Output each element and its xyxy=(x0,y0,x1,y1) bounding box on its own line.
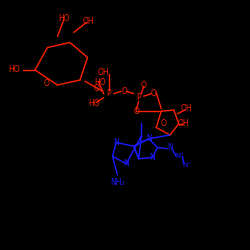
Text: NH₂: NH₂ xyxy=(110,178,125,187)
Text: OH: OH xyxy=(98,68,110,77)
Text: HO: HO xyxy=(94,78,106,87)
Text: OH: OH xyxy=(178,119,190,128)
Text: HO: HO xyxy=(8,66,20,74)
Text: O: O xyxy=(141,80,147,90)
Text: P: P xyxy=(106,89,111,98)
Text: N: N xyxy=(146,134,152,143)
Text: N: N xyxy=(114,138,119,147)
Text: N⁺: N⁺ xyxy=(176,153,184,159)
Text: P: P xyxy=(136,93,141,102)
Text: N: N xyxy=(124,159,129,168)
Text: N: N xyxy=(167,143,173,152)
Text: HO: HO xyxy=(58,14,70,23)
Text: O: O xyxy=(122,87,128,96)
Text: O: O xyxy=(133,107,139,116)
Text: N⁻: N⁻ xyxy=(182,162,192,168)
Text: O: O xyxy=(161,119,167,128)
Text: HO: HO xyxy=(88,99,100,108)
Text: O: O xyxy=(43,79,49,88)
Text: OH: OH xyxy=(180,104,192,113)
Text: O: O xyxy=(93,84,99,93)
Text: O: O xyxy=(151,89,157,98)
Text: OH: OH xyxy=(83,17,94,26)
Text: N: N xyxy=(150,153,156,162)
